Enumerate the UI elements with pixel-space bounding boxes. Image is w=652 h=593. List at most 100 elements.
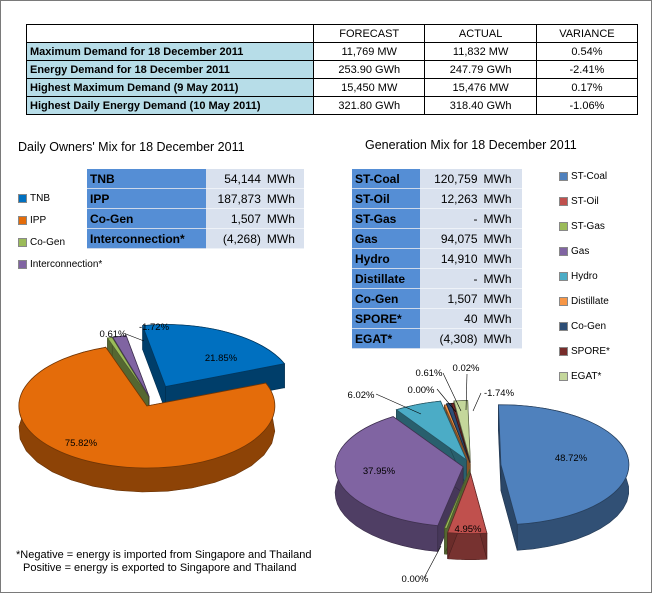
demand-summary-table: FORECAST ACTUAL VARIANCE Maximum Demand … xyxy=(26,24,639,115)
row-label: Highest Daily Energy Demand (10 May 2011… xyxy=(26,96,314,115)
pie-slice-co-gen xyxy=(106,336,149,398)
owner-value: 1,507 xyxy=(205,208,264,229)
table-row: Highest Daily Energy Demand (10 May 2011… xyxy=(26,96,639,115)
owners-mix-table: TNB 54,144 MWh IPP 187,873 MWh Co-Gen 1,507 MW… xyxy=(87,169,304,249)
pie-slice-hydro xyxy=(395,400,468,462)
gen-name: Distillate xyxy=(352,268,421,289)
header-forecast: FORECAST xyxy=(312,24,426,43)
data-label: 21.85% xyxy=(205,353,238,364)
gen-unit: MWh xyxy=(480,228,522,249)
legend-swatch xyxy=(559,196,568,206)
generation-mix-title: Generation Mix for 18 December 2011 xyxy=(365,138,577,152)
actual-cell: 318.40 GWh xyxy=(424,96,537,115)
owner-unit: MWh xyxy=(263,228,304,249)
leader-line xyxy=(423,545,442,579)
legend-swatch xyxy=(18,215,27,225)
forecast-cell: 321.80 GWh xyxy=(312,96,426,115)
owner-name: Co-Gen xyxy=(87,208,206,229)
owner-unit: MWh xyxy=(263,169,304,189)
gen-name: SPORE* xyxy=(352,308,421,329)
gen-name: ST-Coal xyxy=(352,169,421,189)
legend-label: Interconnection* xyxy=(30,259,103,270)
generation-pie-chart: 48.72% 4.95% 0.00% 37.95% 6.02% 0.00% 0.61% 0.0… xyxy=(334,363,630,585)
pie-slice-ipp xyxy=(18,346,276,469)
legend-item-spore: SPORE* xyxy=(559,346,610,357)
table-row: Energy Demand for 18 December 2011 253.9… xyxy=(26,60,639,79)
table-row: Co-Gen 1,507 MWh xyxy=(87,208,304,229)
data-label: 0.00% xyxy=(408,385,435,396)
table-row: TNB 54,144 MWh xyxy=(87,169,304,189)
table-row: ST-Oil 12,263 MWh xyxy=(352,188,522,209)
legend-swatch xyxy=(559,246,568,256)
data-label: 0.61% xyxy=(416,368,443,379)
legend-label: EGAT* xyxy=(571,371,602,382)
gen-value: 120,759 xyxy=(420,169,481,189)
data-label: 0.02% xyxy=(453,363,480,374)
legend-label: Hydro xyxy=(571,271,598,282)
gen-name: ST-Gas xyxy=(352,208,421,229)
legend-item-st-gas: ST-Gas xyxy=(559,221,605,232)
legend-label: SPORE* xyxy=(571,346,610,357)
legend-swatch xyxy=(18,193,27,203)
data-label: 37.95% xyxy=(363,466,396,477)
legend-item-cogen: Co-Gen xyxy=(559,321,606,332)
gen-value: 1,507 xyxy=(420,288,481,309)
gen-name: ST-Oil xyxy=(352,188,421,209)
owner-unit: MWh xyxy=(263,208,304,229)
legend-item-egat: EGAT* xyxy=(559,371,601,382)
legend-label: Co-Gen xyxy=(571,321,607,332)
legend-item-interconnection: Interconnection* xyxy=(18,259,102,270)
data-label: 75.82% xyxy=(65,438,98,449)
legend-label: ST-Oil xyxy=(571,196,599,207)
owner-name: TNB xyxy=(87,169,206,189)
pie-slice-st-gas xyxy=(443,469,471,529)
gen-value: 94,075 xyxy=(420,228,481,249)
header-actual: ACTUAL xyxy=(424,24,537,43)
table-row: EGAT* (4,308) MWh xyxy=(352,328,522,349)
leader-line xyxy=(375,393,422,415)
legend-swatch xyxy=(18,259,27,269)
owner-value: (4,268) xyxy=(205,228,264,249)
row-label: Highest Maximum Demand (9 May 2011) xyxy=(26,78,314,97)
pie-slice-st-coal xyxy=(497,404,630,525)
gen-value: (4,308) xyxy=(420,328,481,349)
forecast-cell: 11,769 MW xyxy=(312,42,426,61)
pie-slice-tnb xyxy=(142,324,286,388)
owner-name: IPP xyxy=(87,188,206,209)
legend-swatch xyxy=(559,221,568,231)
table-row: Distillate - MWh xyxy=(352,268,522,289)
header-variance: VARIANCE xyxy=(535,24,639,43)
pie-slice-gas xyxy=(334,416,464,527)
actual-cell: 11,832 MW xyxy=(424,42,537,61)
owners-mix-title: Daily Owners' Mix for 18 December 2011 xyxy=(18,140,245,154)
owner-value: 54,144 xyxy=(205,169,264,189)
data-label: -1.72% xyxy=(139,322,170,333)
table-row: IPP 187,873 MWh xyxy=(87,188,304,209)
variance-cell: -1.06% xyxy=(535,96,639,115)
pie-slice-egat xyxy=(453,400,471,461)
legend-item-st-coal: ST-Coal xyxy=(559,171,607,182)
legend-item-distillate: Distillate xyxy=(559,296,609,307)
legend-swatch xyxy=(559,271,568,281)
legend-swatch xyxy=(559,321,568,331)
legend-label: Gas xyxy=(571,246,590,257)
data-label: 4.95% xyxy=(455,524,482,535)
gen-unit: MWh xyxy=(480,308,522,329)
forecast-cell: 253.90 GWh xyxy=(312,60,426,79)
legend-item-hydro: Hydro xyxy=(559,271,598,282)
gen-unit: MWh xyxy=(480,268,522,289)
data-label: 0.61% xyxy=(100,329,127,340)
legend-swatch xyxy=(559,371,568,381)
variance-cell: 0.17% xyxy=(535,78,639,97)
owner-unit: MWh xyxy=(263,188,304,209)
header-blank xyxy=(26,24,314,43)
legend-item-gas: Gas xyxy=(559,246,589,257)
gen-name: Hydro xyxy=(352,248,421,269)
row-label: Energy Demand for 18 December 2011 xyxy=(26,60,314,79)
table-row: ST-Coal 120,759 MWh xyxy=(352,169,522,189)
variance-cell: -2.41% xyxy=(535,60,639,79)
legend-label: Co-Gen xyxy=(30,237,66,248)
legend-item-cogen: Co-Gen xyxy=(18,237,65,248)
gen-name: Gas xyxy=(352,228,421,249)
